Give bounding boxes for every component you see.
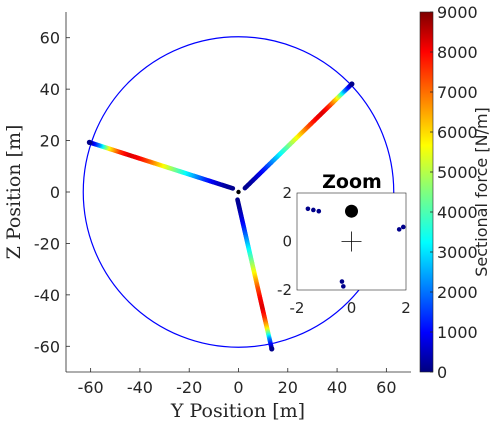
blades	[86, 81, 355, 352]
zoom-inset: Zoom -2-2 0 0 2 2	[277, 171, 411, 317]
y-tick-label: 20	[40, 132, 60, 151]
inset-y-tick-label: -2	[277, 281, 292, 299]
inset-x-tick-label: -2	[290, 299, 305, 317]
x-tick-label: 0	[233, 378, 243, 397]
colorbar-tick-label: 5000	[437, 163, 478, 182]
inset-point	[400, 224, 406, 230]
inset-ticks: -2-2 0 0 2 2	[277, 184, 411, 317]
y-tick-label: 60	[40, 29, 60, 48]
y-tick-label: -60	[34, 337, 60, 356]
blade-tip-point	[269, 346, 275, 352]
x-axis-label: Y Position [m]	[170, 400, 305, 422]
inset-point	[305, 206, 311, 212]
colorbar-tick-label: 3000	[437, 243, 478, 262]
blade-tip-point	[86, 139, 93, 145]
colorbar: 0 1000 2000 3000 4000 5000 6000 7000 8000 9000 Se…	[419, 3, 491, 382]
x-tick-label: -60	[78, 378, 104, 397]
colorbar-tick-label: 8000	[437, 43, 478, 62]
y-axis-label: Z Position [m]	[3, 125, 25, 260]
y-tick-label: 40	[40, 80, 60, 99]
colorbar-tick-label: 1000	[437, 323, 478, 342]
x-tick-label: 40	[327, 378, 347, 397]
blade-1	[235, 197, 275, 352]
inset-point	[311, 207, 316, 213]
x-tick-label: 20	[278, 378, 298, 397]
colorbar-tick-label: 0	[437, 363, 447, 382]
y-axis-ticks: -60 -40 -20 0 20 40 60	[34, 29, 70, 356]
colorbar-label: Sectional force [N/m]	[472, 107, 491, 277]
blade-2	[242, 81, 355, 191]
x-tick-label: -40	[127, 378, 153, 397]
x-axis-ticks: -60 -40 -20 0 20 40 60	[78, 368, 397, 397]
inset-x-tick-label: 0	[347, 299, 357, 317]
x-tick-label: -20	[176, 378, 202, 397]
y-tick-label: 0	[50, 183, 60, 202]
colorbar-tick-label: 6000	[437, 123, 478, 142]
inset-point	[339, 279, 345, 284]
colorbar-tick-label: 2000	[437, 283, 478, 302]
inset-point	[341, 284, 346, 289]
colorbar-tick-label: 9000	[437, 3, 478, 22]
inset-point	[316, 208, 322, 214]
colorbar-gradient	[419, 11, 434, 373]
inset-x-tick-label: 2	[401, 299, 411, 317]
inset-title: Zoom	[322, 171, 382, 193]
inset-content	[305, 204, 406, 289]
inset-y-tick-label: 0	[282, 233, 292, 251]
blade-tip-point	[349, 81, 355, 87]
y-tick-label: -40	[34, 286, 60, 305]
colorbar-tick-label: 7000	[437, 83, 478, 102]
y-tick-label: -20	[34, 234, 60, 253]
rotor-circle	[82, 36, 395, 348]
colorbar-tick-label: 4000	[437, 203, 478, 222]
blade-3	[86, 139, 236, 191]
inset-hub-marker	[345, 204, 358, 218]
x-tick-label: 60	[376, 378, 396, 397]
inset-point	[396, 227, 402, 232]
hub-marker	[236, 189, 241, 195]
inset-y-tick-label: 2	[282, 184, 292, 202]
colorbar-ticks: 0 1000 2000 3000 4000 5000 6000 7000 8000 9000	[430, 3, 478, 382]
